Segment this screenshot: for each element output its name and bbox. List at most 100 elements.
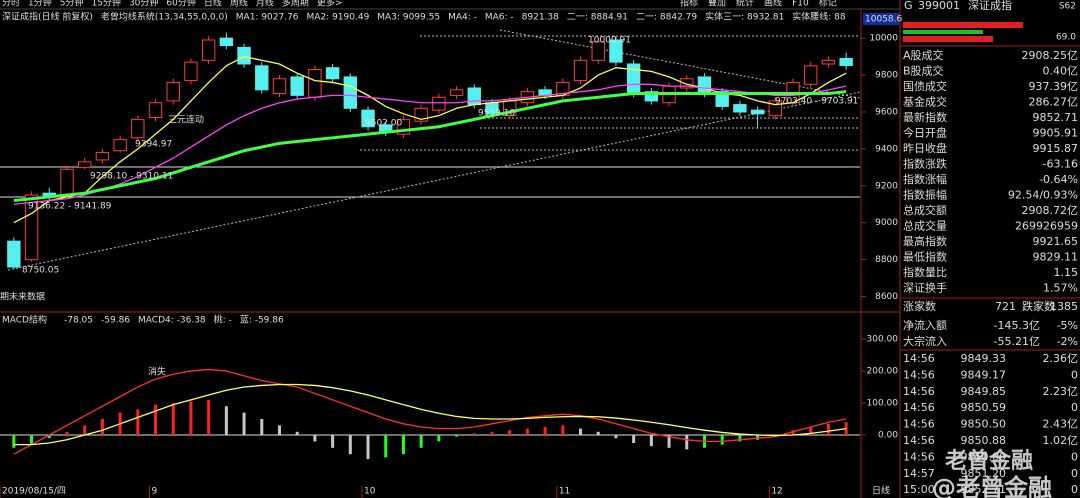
y-tick-label: 9200 (875, 181, 898, 191)
tick-amount: 0 (1071, 368, 1078, 381)
y-tick-label: 8600 (875, 292, 898, 302)
candle-body (7, 240, 21, 268)
quote-value: 1.15 (1054, 266, 1079, 279)
tick-amount: 2.23亿 (1043, 385, 1079, 398)
annotation: 期未来数据 (0, 291, 45, 303)
candle-body (591, 41, 605, 61)
annotation: 9394.97 (135, 140, 172, 150)
x-tick-label: 11 (559, 487, 570, 497)
tick-amount: 1.02亿 (1043, 434, 1079, 447)
candle-body (77, 161, 92, 168)
quote-label: 基金成交 (903, 95, 947, 109)
quote-value: 9852.71 (1033, 111, 1079, 124)
code: 399001 (918, 0, 960, 12)
watermark: @老曾金融 (932, 474, 1052, 498)
quote-value: 269926959 (1015, 220, 1078, 233)
candle-body (131, 118, 145, 139)
flow-value: -55.21亿 (994, 335, 1040, 348)
quote-value: 9905.91 (1033, 127, 1079, 140)
quote-value: 937.39亿 (1029, 80, 1079, 93)
legend-item: 实体三一: 8932.81 (705, 11, 784, 23)
tool[interactable]: 标记 (819, 0, 837, 9)
candle-body (432, 96, 446, 111)
tick-amount: 0 (1071, 401, 1078, 414)
legend-item: MA1: 9027.76 (236, 13, 299, 23)
tool[interactable]: F10 (792, 0, 809, 9)
breadth: 跌家数 (1022, 299, 1055, 313)
tick-amount: 2.36亿 (1043, 352, 1079, 365)
quote-label: B股成交 (903, 64, 944, 78)
tick-time: 15:00 (903, 483, 935, 496)
tick-price: 9851.20 (961, 467, 1007, 480)
tick-price: 9852.71 (961, 483, 1007, 496)
tab[interactable]: 15分钟 (91, 0, 120, 9)
breadth: 涨家数 (903, 299, 936, 313)
annotation: 8750.05 (22, 266, 59, 276)
candle-body (821, 59, 836, 65)
tick-time: 14:56 (903, 418, 935, 431)
candle-body (325, 67, 340, 80)
tick-price: 9849.33 (961, 352, 1007, 365)
tick-price: 9850.88 (961, 434, 1007, 447)
quote-label: 昨日收盘 (903, 141, 947, 155)
tab[interactable]: 月线 (256, 0, 274, 9)
tick-time: 14:56 (903, 368, 935, 381)
x-tick-label: 10 (364, 487, 376, 497)
tool[interactable]: 指标 (680, 0, 698, 9)
tab[interactable]: 30分钟 (129, 0, 158, 9)
breadth: 1385 (1050, 300, 1078, 313)
quote-label: 最高指数 (903, 234, 947, 248)
quote-label: 总成交额 (903, 203, 947, 217)
macd-line (13, 368, 847, 455)
tick-amount: 0 (1071, 467, 1078, 480)
quote-value: 9921.65 (1033, 235, 1079, 248)
breadth: 721 (995, 300, 1016, 313)
tab[interactable]: 60分钟 (166, 0, 195, 9)
quote-value: 92.54/0.93% (1008, 189, 1078, 202)
flag: S62 (1059, 2, 1076, 12)
y-tick-label: 9400 (875, 144, 898, 154)
tab[interactable]: 周线 (230, 0, 248, 9)
candle-body (697, 76, 712, 95)
annotation: 9559.10 (478, 109, 515, 119)
annotation: 9502.00 (365, 119, 402, 129)
flow-label: 净流入额 (903, 318, 947, 332)
tick-price: 9850.50 (961, 418, 1007, 431)
tab[interactable]: 分时 (2, 0, 20, 9)
dotted-levels (7, 29, 861, 271)
tab[interactable]: 日线 (204, 0, 222, 9)
tab[interactable]: 1分钟 (28, 0, 52, 9)
y-tick-label: 0.00 (878, 431, 898, 441)
y-tick-label: 10000 (869, 34, 898, 44)
tool[interactable]: 统计 (736, 0, 754, 9)
candle-body (449, 89, 464, 96)
annotation: 9703.40 - 9703.91 (775, 97, 858, 107)
tick-amount: 0 (1071, 483, 1078, 496)
tab[interactable]: 多周期 (282, 0, 309, 9)
panel-title: MACD结构 (2, 314, 47, 326)
candle-body (166, 81, 180, 102)
candle-body (290, 76, 304, 96)
macd-line (13, 383, 847, 446)
candle-body (715, 91, 729, 107)
bar (903, 36, 993, 42)
legend-item: -78.05 (64, 316, 93, 326)
quote-label: 最低指数 (903, 250, 947, 264)
x-tick-label: 9 (152, 487, 158, 497)
tab[interactable]: 更多> (317, 0, 343, 9)
candle-body (573, 59, 588, 82)
tool[interactable]: 叠加 (708, 0, 726, 9)
tick-time: 14:56 (903, 434, 935, 447)
quote-label: 总成交量 (903, 219, 947, 233)
annotation: 9298.10 - 9310.11 (90, 172, 173, 182)
annotation: 三元连动 (168, 114, 204, 126)
candle-body (95, 152, 110, 161)
quote-value: 286.27亿 (1029, 96, 1079, 109)
candle-body (201, 39, 216, 61)
tick-price: 9850.00 (961, 450, 1007, 463)
legend-item: 深证成指(日线 前复权) (2, 11, 93, 23)
quote-value: 2908.25亿 (1022, 49, 1079, 62)
tab[interactable]: 5分钟 (60, 0, 84, 9)
tool[interactable]: 画线 (764, 0, 782, 9)
candle-body (184, 61, 198, 82)
